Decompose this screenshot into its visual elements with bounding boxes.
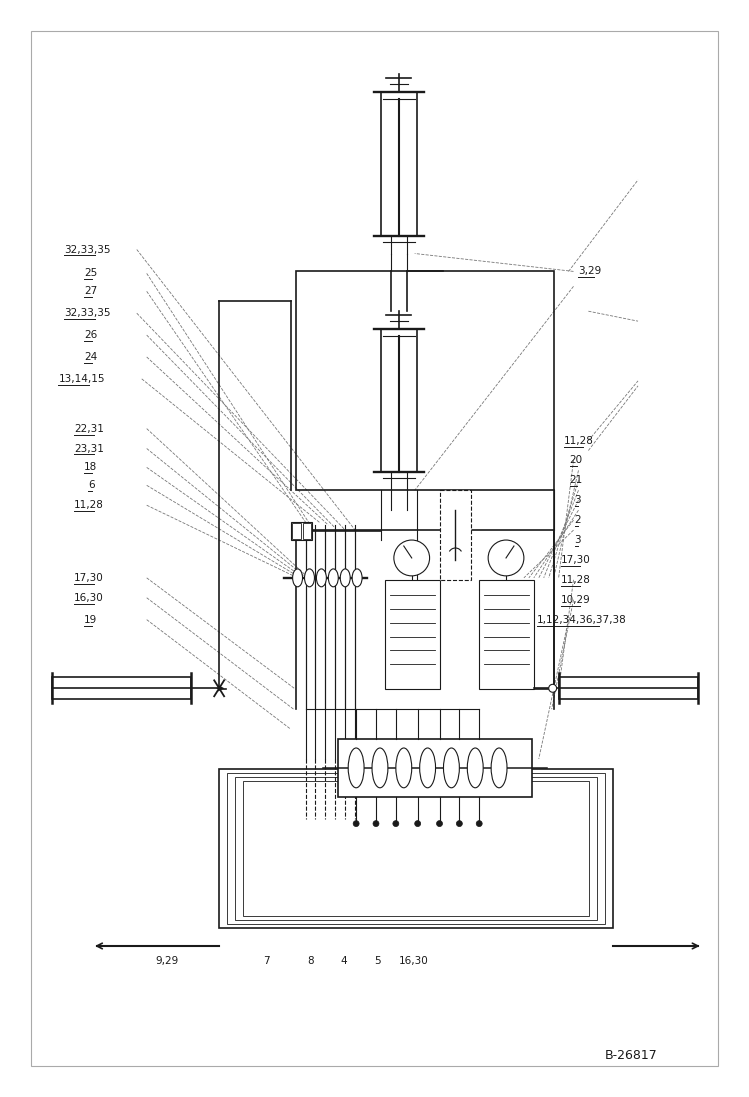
Ellipse shape — [352, 569, 362, 587]
Circle shape — [456, 821, 462, 826]
Bar — [227, 773, 605, 924]
Text: 3,29: 3,29 — [578, 267, 601, 276]
Bar — [52, 677, 191, 699]
Ellipse shape — [395, 748, 412, 788]
Text: 21: 21 — [569, 475, 583, 485]
Bar — [479, 580, 534, 689]
Text: B-26817: B-26817 — [605, 1050, 658, 1062]
Ellipse shape — [340, 569, 351, 587]
Text: 6: 6 — [88, 480, 95, 490]
Bar — [440, 490, 471, 580]
Bar — [296, 271, 554, 490]
Text: 11,28: 11,28 — [74, 500, 104, 510]
Text: 9,29: 9,29 — [155, 955, 178, 966]
Ellipse shape — [305, 569, 315, 587]
Text: 32,33,35: 32,33,35 — [64, 245, 111, 255]
Circle shape — [354, 821, 359, 826]
Bar — [303, 523, 312, 539]
Ellipse shape — [316, 569, 327, 587]
Text: 26: 26 — [84, 330, 97, 340]
Circle shape — [415, 821, 421, 826]
Ellipse shape — [293, 569, 303, 587]
Ellipse shape — [443, 748, 459, 788]
Ellipse shape — [467, 748, 483, 788]
Bar — [219, 769, 613, 928]
Text: 11,28: 11,28 — [563, 436, 593, 445]
Text: 5: 5 — [374, 955, 381, 966]
Circle shape — [476, 821, 482, 826]
Text: 11,28: 11,28 — [560, 575, 590, 585]
Circle shape — [488, 540, 524, 576]
Ellipse shape — [419, 748, 436, 788]
Ellipse shape — [491, 748, 507, 788]
Ellipse shape — [372, 748, 388, 788]
Text: 23,31: 23,31 — [74, 443, 104, 453]
Bar — [291, 522, 312, 540]
Circle shape — [437, 821, 443, 826]
Bar — [381, 329, 416, 473]
Circle shape — [549, 685, 557, 692]
Text: 4: 4 — [341, 955, 348, 966]
Text: 25: 25 — [84, 269, 97, 279]
Text: 3: 3 — [574, 495, 581, 506]
Ellipse shape — [348, 748, 364, 788]
Text: 8: 8 — [307, 955, 314, 966]
Circle shape — [393, 821, 398, 826]
Text: 32,33,35: 32,33,35 — [64, 308, 111, 318]
Text: 27: 27 — [84, 286, 97, 296]
Bar — [291, 523, 300, 539]
Bar — [243, 781, 589, 916]
Text: 16,30: 16,30 — [398, 955, 428, 966]
Text: 7: 7 — [264, 955, 270, 966]
Bar — [339, 739, 532, 796]
Text: 17,30: 17,30 — [74, 573, 104, 583]
Text: 13,14,15: 13,14,15 — [58, 374, 105, 384]
Text: 18: 18 — [84, 463, 97, 473]
Text: 10,29: 10,29 — [560, 595, 590, 604]
Text: 16,30: 16,30 — [74, 592, 104, 602]
Text: 3: 3 — [574, 535, 581, 545]
Text: 20: 20 — [569, 455, 583, 465]
Bar — [385, 580, 440, 689]
Ellipse shape — [328, 569, 339, 587]
Text: 1,12,34,36,37,38: 1,12,34,36,37,38 — [537, 614, 626, 624]
Text: 19: 19 — [84, 614, 97, 624]
Bar — [235, 777, 598, 920]
Text: 17,30: 17,30 — [560, 555, 590, 565]
Bar — [381, 92, 416, 236]
Text: 2: 2 — [574, 516, 581, 525]
Text: 24: 24 — [84, 352, 97, 362]
Text: 22,31: 22,31 — [74, 423, 104, 433]
Circle shape — [394, 540, 430, 576]
Bar — [559, 677, 697, 699]
Circle shape — [373, 821, 379, 826]
